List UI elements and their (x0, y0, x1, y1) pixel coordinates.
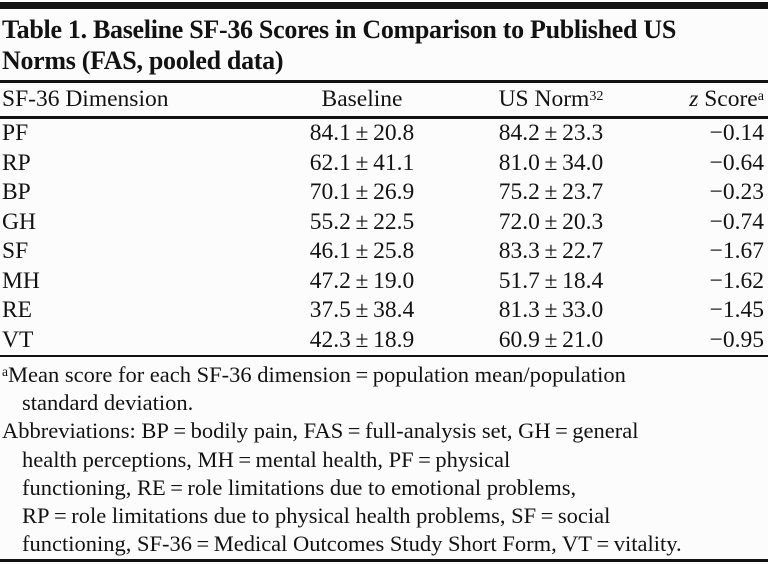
cell-z-score: −0.74 (709, 208, 764, 235)
cell-z-score: −0.95 (709, 326, 764, 353)
footnote-a-line-2: standard deviation. (22, 390, 194, 416)
table-row: GH 55.2 ± 22.5 72.0 ± 20.3 −0.74 (0, 208, 768, 238)
cell-dimension: RP (2, 149, 31, 176)
cell-baseline: 42.3 ± 18.9 (309, 326, 415, 353)
cell-dimension: PF (2, 120, 29, 147)
abbreviations-line-1: Abbreviations: BP = bodily pain, FAS = f… (2, 418, 639, 444)
cell-dimension: MH (2, 267, 40, 294)
cell-baseline: 62.1 ± 41.1 (309, 149, 415, 176)
cell-us-norm: 81.3 ± 33.0 (498, 297, 604, 324)
cell-us-norm: 84.2 ± 23.3 (498, 120, 604, 147)
table-body: PF 84.1 ± 20.8 84.2 ± 23.3 −0.14 RP 62.1… (0, 119, 768, 355)
cell-baseline: 47.2 ± 19.0 (309, 267, 415, 294)
cell-us-norm: 51.7 ± 18.4 (498, 267, 604, 294)
table-title-line-1: Table 1. Baseline SF-36 Scores in Compar… (2, 15, 676, 44)
table-title-line-2: Norms (FAS, pooled data) (2, 46, 284, 75)
cell-baseline: 84.1 ± 20.8 (309, 120, 415, 147)
z-score-footnote-marker: a (757, 87, 764, 104)
z-score-italic-z: z (689, 86, 699, 112)
cell-us-norm: 75.2 ± 23.7 (498, 179, 604, 206)
us-norm-label: US Norm (498, 86, 590, 112)
cell-us-norm: 60.9 ± 21.0 (498, 326, 604, 353)
footnote-a-text: Mean score for each SF-36 dimension = po… (8, 362, 626, 387)
cell-z-score: −1.45 (709, 297, 764, 324)
column-header-dimension: SF-36 Dimension (2, 86, 169, 112)
cell-dimension: SF (2, 238, 29, 265)
cell-baseline: 55.2 ± 22.5 (309, 208, 415, 235)
table-top-bar (0, 2, 768, 9)
body-bottom-rule (0, 355, 768, 357)
column-header-us-norm: US Norm32 (482, 86, 620, 113)
table-row: VT 42.3 ± 18.9 60.9 ± 21.0 −0.95 (0, 326, 768, 356)
table-row: RP 62.1 ± 41.1 81.0 ± 34.0 −0.64 (0, 149, 768, 179)
cell-us-norm: 83.3 ± 22.7 (498, 238, 604, 265)
table-row: SF 46.1 ± 25.8 83.3 ± 22.7 −1.67 (0, 237, 768, 267)
column-header-baseline: Baseline (321, 86, 403, 112)
z-score-label: Score (698, 86, 758, 112)
cell-z-score: −1.67 (709, 238, 764, 265)
cell-us-norm: 81.0 ± 34.0 (498, 149, 604, 176)
cell-z-score: −0.14 (709, 120, 764, 147)
cell-z-score: −0.23 (709, 179, 764, 206)
table-row: BP 70.1 ± 26.9 75.2 ± 23.7 −0.23 (0, 178, 768, 208)
abbreviations-line-5: functioning, SF-36 = Medical Outcomes St… (22, 531, 682, 557)
table-footnotes: aMean score for each SF-36 dimension = p… (0, 357, 768, 558)
header-bottom-rule (0, 116, 768, 119)
table-row: RE 37.5 ± 38.4 81.3 ± 33.0 −1.45 (0, 296, 768, 326)
header-top-rule (0, 80, 768, 83)
cell-baseline: 37.5 ± 38.4 (309, 297, 415, 324)
table-header-row: SF-36 Dimension Baseline US Norm32 z Sco… (0, 83, 768, 116)
cell-us-norm: 72.0 ± 20.3 (498, 208, 604, 235)
cell-dimension: RE (2, 297, 33, 324)
abbreviations-line-4: RP = role limitations due to physical he… (22, 503, 611, 529)
cell-z-score: −0.64 (709, 149, 764, 176)
footnote-a-marker: a (2, 363, 8, 379)
cell-baseline: 46.1 ± 25.8 (309, 238, 415, 265)
column-header-z-score: z Scorea (620, 86, 764, 113)
cell-z-score: −1.62 (709, 267, 764, 294)
us-norm-citation-superscript: 32 (589, 87, 604, 104)
abbreviations-line-2: health perceptions, MH = mental health, … (22, 446, 511, 472)
cell-dimension: BP (2, 179, 31, 206)
table-bottom-rule (0, 559, 768, 563)
table-title: Table 1. Baseline SF-36 Scores in Compar… (0, 9, 768, 80)
cell-dimension: VT (2, 326, 34, 353)
cell-baseline: 70.1 ± 26.9 (309, 179, 415, 206)
footnote-a-line-1: aMean score for each SF-36 dimension = p… (2, 361, 766, 389)
cell-dimension: GH (2, 208, 36, 235)
table-row: MH 47.2 ± 19.0 51.7 ± 18.4 −1.62 (0, 267, 768, 297)
abbreviations-line-3: functioning, RE = role limitations due t… (22, 474, 577, 500)
table-row: PF 84.1 ± 20.8 84.2 ± 23.3 −0.14 (0, 119, 768, 149)
